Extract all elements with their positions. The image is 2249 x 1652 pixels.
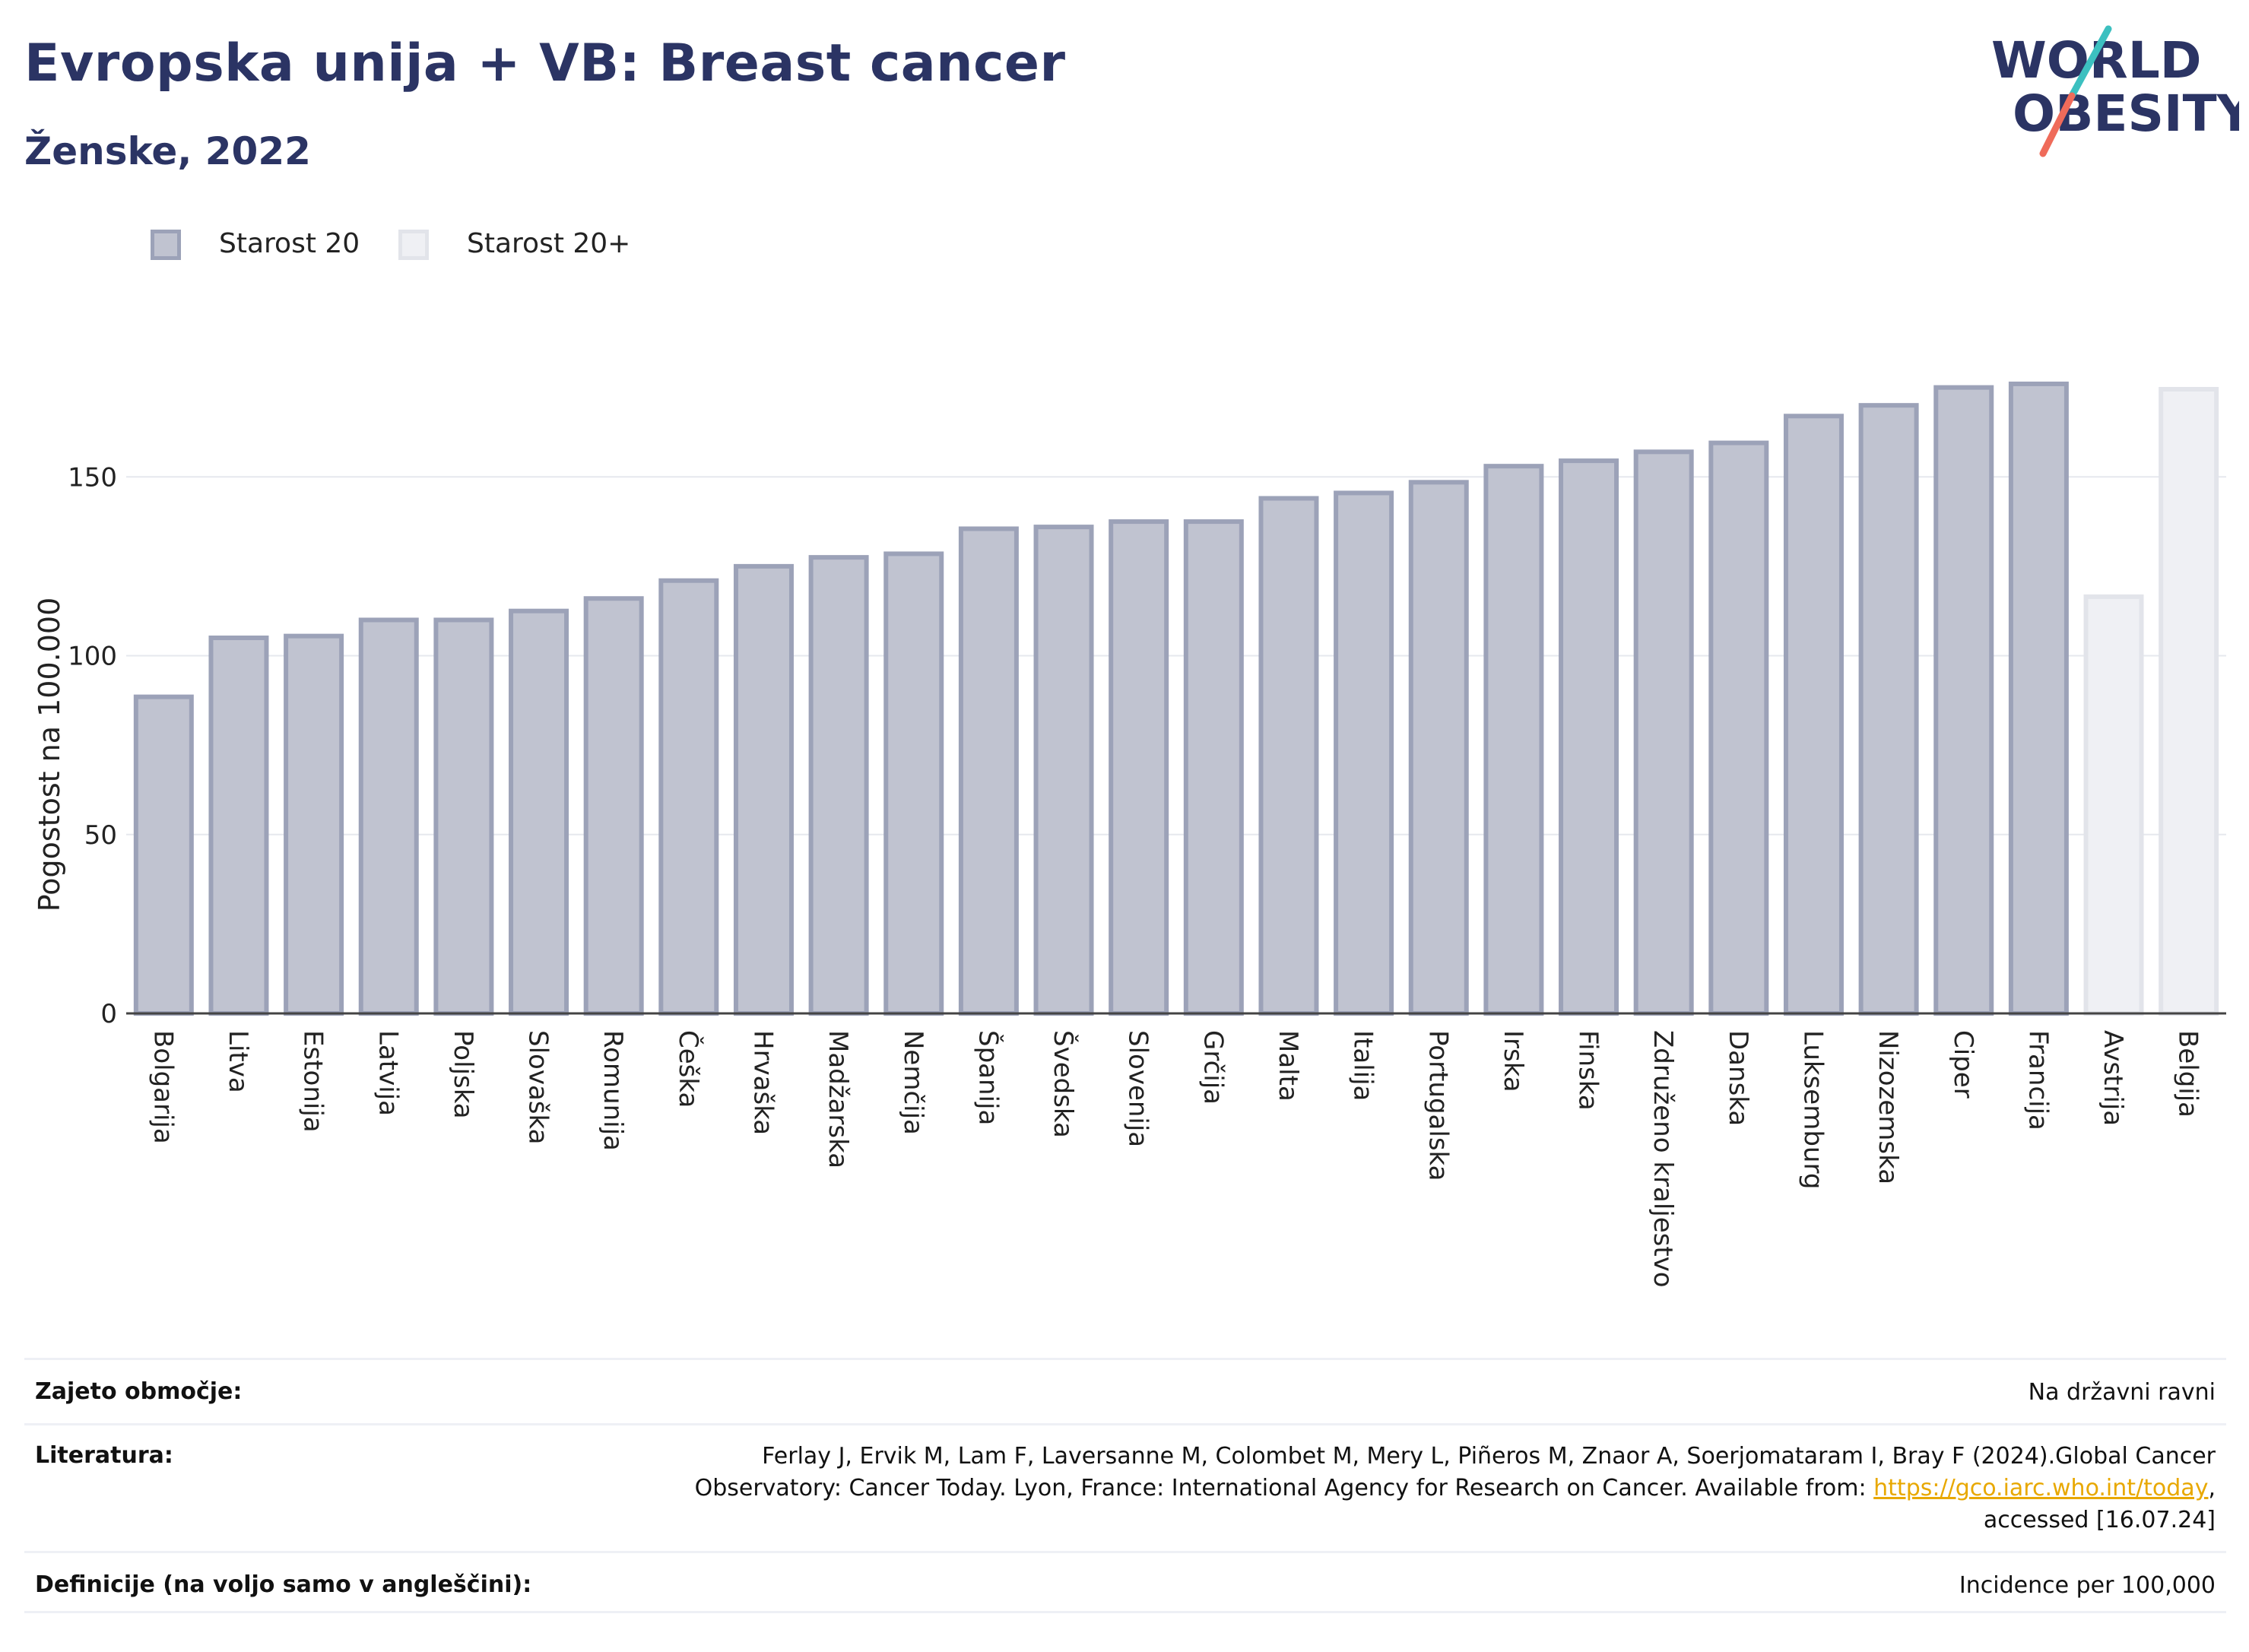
bar-slovaška [509, 608, 569, 1016]
bar-slovenija [1109, 519, 1169, 1016]
bar-španija [958, 526, 1019, 1016]
literature-line-1: Ferlay J, Ervik M, Lam F, Laversanne M, … [762, 1443, 2216, 1470]
bar-irska [1483, 464, 1544, 1016]
footer-info-table: Zajeto območje: Na državni ravni Literat… [24, 1358, 2226, 1613]
bar-estonija [284, 633, 344, 1016]
footer-value-literature: Ferlay J, Ervik M, Lam F, Laversanne M, … [695, 1441, 2216, 1536]
bar-belgija [2159, 386, 2219, 1016]
x-tick-label-malta: Malta [1273, 1030, 1303, 1102]
bar-avstrija [2083, 594, 2144, 1016]
footer-label-literature: Literatura: [35, 1442, 173, 1469]
literature-line-2: Observatory: Cancer Today. Lyon, France:… [695, 1473, 2216, 1505]
x-tick-label-avstrija: Avstrija [2098, 1030, 2128, 1126]
bar-italija [1334, 490, 1394, 1016]
bar-romunija [583, 596, 644, 1016]
bar-francija [2008, 381, 2069, 1016]
x-tick-label-ciper: Ciper [1948, 1030, 1978, 1099]
y-tick-label-0: 0 [100, 999, 117, 1029]
footer-value-definitions: Incidence per 100,000 [1959, 1572, 2216, 1599]
y-tick-label-150: 150 [68, 462, 117, 493]
x-tick-label-francija: Francija [2022, 1030, 2053, 1130]
x-tick-label-portugalska: Portugalska [1423, 1030, 1453, 1181]
y-tick-label-100: 100 [68, 642, 117, 672]
footer-label-coverage: Zajeto območje: [35, 1378, 243, 1405]
bar-združeno-kraljestvo [1633, 449, 1694, 1016]
footer-row-literature: Literatura: Ferlay J, Ervik M, Lam F, La… [24, 1423, 2226, 1551]
x-tick-label-hrvaška: Hrvaška [747, 1030, 778, 1135]
y-tick-label-50: 50 [84, 820, 117, 851]
legend-swatch-series1 [151, 230, 181, 260]
x-tick-label-slovaška: Slovaška [523, 1030, 554, 1144]
x-tick-label-romunija: Romunija [598, 1030, 628, 1151]
x-tick-label-irska: Irska [1498, 1030, 1528, 1092]
chart-title: Evropska unija + VB: Breast cancer [24, 33, 1066, 94]
x-tick-label-nemčija: Nemčija [898, 1030, 928, 1135]
footer-value-coverage: Na državni ravni [2028, 1379, 2216, 1406]
x-tick-label-grčija: Grčija [1197, 1030, 1228, 1105]
x-tick-label-združeno-kraljestvo: Združeno kraljestvo [1648, 1030, 1678, 1288]
footer-row-coverage: Zajeto območje: Na državni ravni [24, 1358, 2226, 1423]
x-tick-label-madžarska: Madžarska [823, 1030, 853, 1168]
logo-slash-red [2039, 92, 2076, 157]
x-tick-label-latvija: Latvija [373, 1030, 403, 1116]
y-axis-label: Pogostost na 100.000 [33, 598, 66, 912]
x-tick-label-češka: Češka [673, 1030, 704, 1108]
bar-nizozemska [1858, 403, 1919, 1016]
legend-label-series1: Starost 20 [219, 228, 360, 259]
x-tick-label-poljska: Poljska [448, 1030, 478, 1119]
literature-line-3: accessed [16.07.24] [1983, 1507, 2216, 1533]
x-tick-label-belgija: Belgija [2173, 1030, 2203, 1118]
x-tick-label-luksemburg: Luksemburg [1797, 1030, 1828, 1189]
x-tick-label-danska: Danska [1723, 1030, 1753, 1126]
logo-slash-teal [2068, 25, 2112, 100]
bar-poljska [433, 617, 494, 1016]
world-obesity-logo: WORLD OBESITY [1991, 25, 2239, 157]
x-tick-label-slovenija: Slovenija [1123, 1030, 1153, 1147]
bar-portugalska [1408, 480, 1469, 1016]
bar-madžarska [808, 555, 869, 1016]
logo-text-world: WORLD [1991, 31, 2202, 90]
legend-label-series2: Starost 20+ [467, 228, 631, 259]
bar-luksemburg [1783, 414, 1844, 1016]
chart-subtitle: Ženske, 2022 [24, 129, 311, 173]
footer-label-definitions: Definicije (na voljo samo v angleščini): [35, 1571, 532, 1598]
bar-litva [208, 635, 269, 1016]
literature-line-2-text: Observatory: Cancer Today. Lyon, France:… [694, 1475, 1874, 1501]
bar-češka [658, 578, 719, 1016]
x-tick-label-finska: Finska [1573, 1030, 1603, 1111]
literature-comma: , [2208, 1475, 2216, 1501]
bar-nemčija [883, 551, 944, 1016]
x-tick-label-estonija: Estonija [298, 1030, 328, 1133]
literature-link[interactable]: https://gco.iarc.who.int/today [1873, 1475, 2209, 1501]
x-tick-label-italija: Italija [1348, 1030, 1378, 1101]
bar-danska [1708, 440, 1769, 1016]
x-tick-label-španija: Španija [972, 1030, 1004, 1125]
x-tick-label-bolgarija: Bolgarija [148, 1030, 178, 1144]
x-tick-label-litva: Litva [223, 1030, 253, 1093]
bar-chart: 0 50 100 150 Pogostost na 100.000 Bolgarija Li… [33, 381, 2226, 1288]
bar-grčija [1183, 519, 1244, 1016]
bar-ciper [1933, 385, 1994, 1016]
x-tick-label-nizozemska: Nizozemska [1873, 1030, 1903, 1184]
bar-hrvaška [733, 563, 794, 1016]
bar-bolgarija [133, 694, 194, 1016]
x-tick-label-švedska: Švedska [1048, 1030, 1079, 1138]
bar-malta [1258, 496, 1319, 1016]
footer-row-definitions: Definicije (na voljo samo v angleščini):… [24, 1551, 2226, 1613]
legend-swatch-series2 [398, 230, 429, 260]
bar-finska [1559, 458, 1619, 1016]
bar-švedska [1033, 525, 1094, 1016]
bar-latvija [358, 617, 419, 1016]
